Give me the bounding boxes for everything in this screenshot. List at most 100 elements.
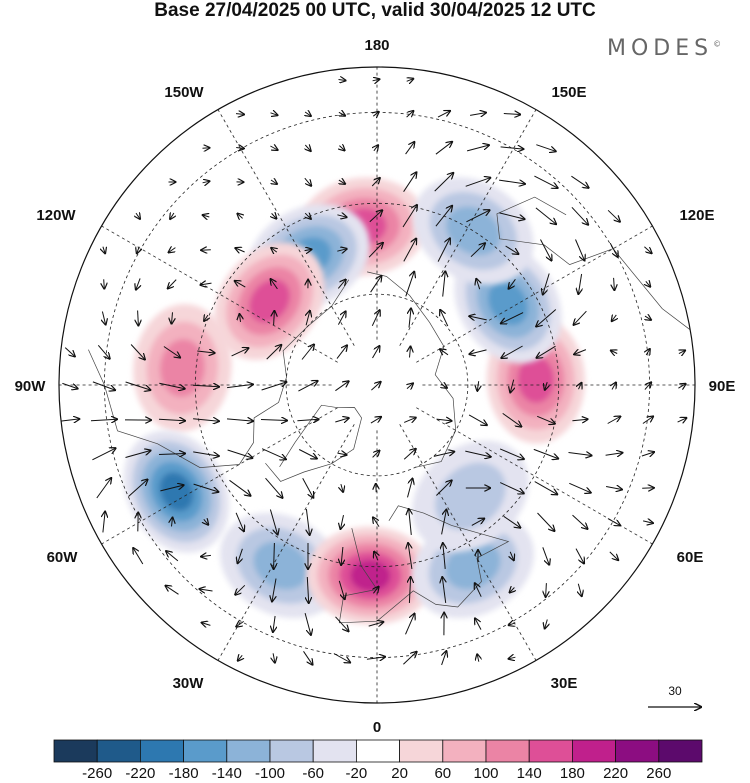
wind-vector-196 bbox=[204, 519, 208, 524]
wind-vector-188 bbox=[499, 482, 524, 494]
wind-vector-169 bbox=[433, 452, 454, 457]
wind-vector-6 bbox=[339, 112, 345, 115]
wind-vector-86 bbox=[138, 310, 139, 326]
wind-vector-247 bbox=[509, 623, 516, 625]
wind-vector-203 bbox=[441, 510, 447, 535]
wind-vector-233 bbox=[442, 577, 445, 603]
wind-vector-171 bbox=[499, 448, 524, 459]
wind-vector-35 bbox=[571, 175, 588, 188]
coastline-4 bbox=[496, 196, 567, 246]
wind-vector-163 bbox=[227, 449, 253, 458]
wind-vector-234 bbox=[475, 583, 482, 597]
wind-vector-18 bbox=[405, 142, 415, 155]
wind-vector-230 bbox=[338, 580, 344, 599]
wind-vector-29 bbox=[371, 178, 380, 187]
wind-vector-63 bbox=[505, 245, 519, 254]
wind-vector-207 bbox=[572, 514, 588, 529]
wind-vector-100 bbox=[612, 315, 617, 321]
colorbar-tick-12: 220 bbox=[603, 765, 628, 782]
wind-vector-212 bbox=[201, 555, 211, 556]
wind-vector-118 bbox=[611, 351, 617, 354]
wind-vector-161 bbox=[158, 454, 185, 455]
wind-vector-95 bbox=[440, 310, 449, 327]
wind-vector-49 bbox=[571, 206, 588, 224]
wind-vector-122 bbox=[92, 381, 115, 390]
wind-vector-129 bbox=[335, 381, 348, 392]
lon-label-30e: 30E bbox=[551, 675, 578, 692]
wind-vector-235 bbox=[510, 588, 515, 593]
wind-vector-127 bbox=[261, 382, 287, 391]
map-border bbox=[58, 66, 696, 704]
wind-vector-13 bbox=[236, 148, 244, 149]
wind-vector-78 bbox=[443, 271, 446, 297]
wind-vector-223 bbox=[575, 548, 584, 564]
wind-vector-84 bbox=[646, 281, 650, 286]
colorbar-tick-10: 140 bbox=[517, 765, 542, 782]
coastline-0 bbox=[88, 279, 350, 468]
wind-vector-58 bbox=[337, 249, 346, 251]
canada-high bbox=[214, 242, 325, 360]
wind-vector-123 bbox=[125, 381, 151, 390]
wind-vector-70 bbox=[168, 279, 177, 289]
wind-vector-90 bbox=[274, 311, 275, 326]
wind-vector-121 bbox=[62, 382, 77, 388]
map-title: Base 27/04/2025 00 UTC, valid 30/04/2025… bbox=[154, 0, 596, 21]
wind-vector-180 bbox=[229, 479, 251, 495]
wind-vector-31 bbox=[434, 173, 454, 192]
wind-vector-126 bbox=[227, 384, 253, 387]
wind-vector-231 bbox=[373, 587, 378, 594]
wind-vector-68 bbox=[104, 279, 105, 288]
wind-vector-183 bbox=[341, 483, 343, 492]
lon-label-0: 0 bbox=[373, 719, 381, 736]
wind-vector-208 bbox=[607, 518, 620, 526]
wind-vector-33 bbox=[499, 180, 525, 184]
wind-vector-42 bbox=[337, 215, 346, 217]
colorbar-bin-3 bbox=[183, 739, 228, 763]
wind-vector-128 bbox=[298, 381, 317, 392]
wind-vector-71 bbox=[201, 283, 212, 285]
colorbar-bin-0 bbox=[53, 739, 98, 763]
colorbar-bin-10 bbox=[485, 739, 530, 763]
wind-vector-252 bbox=[333, 653, 350, 663]
wind-vector-116 bbox=[537, 345, 556, 358]
lon-label-120w: 120W bbox=[36, 207, 76, 224]
wind-vector-108 bbox=[266, 345, 282, 360]
wind-vector-73 bbox=[271, 279, 278, 290]
wind-vector-159 bbox=[92, 448, 115, 461]
wind-vector-165 bbox=[298, 449, 317, 459]
wind-vector-205 bbox=[503, 515, 521, 527]
wind-vector-134 bbox=[510, 379, 513, 393]
wind-vector-9 bbox=[437, 111, 450, 118]
wind-vector-195 bbox=[172, 518, 173, 527]
wind-vector-199 bbox=[306, 509, 309, 535]
coastline-3 bbox=[367, 271, 457, 468]
wind-vector-172 bbox=[533, 448, 558, 458]
wind-vector-110 bbox=[336, 345, 347, 359]
wind-vector-160 bbox=[125, 451, 151, 458]
wind-vector-55 bbox=[235, 248, 245, 252]
wind-vector-185 bbox=[407, 479, 413, 498]
colorbar-bin-13 bbox=[615, 739, 660, 763]
wind-vector-153 bbox=[502, 412, 522, 426]
wind-vector-64 bbox=[540, 239, 552, 261]
wind-vector-32 bbox=[465, 178, 491, 187]
wind-vector-254 bbox=[403, 652, 416, 665]
anomaly-field bbox=[123, 177, 585, 625]
hudson-high bbox=[133, 304, 232, 432]
wind-vector-52 bbox=[137, 247, 139, 254]
wind-vector-62 bbox=[470, 243, 485, 258]
lon-label-60e: 60E bbox=[677, 549, 704, 566]
wind-vector-101 bbox=[645, 316, 651, 320]
wind-vector-173 bbox=[568, 453, 592, 456]
wind-vector-65 bbox=[575, 239, 585, 261]
colorbar-tick-11: 180 bbox=[560, 765, 585, 782]
wind-vector-89 bbox=[240, 314, 241, 322]
wind-vector-246 bbox=[475, 618, 482, 630]
wind-vector-41 bbox=[305, 213, 311, 219]
wind-vector-213 bbox=[238, 548, 243, 563]
lon-label-150e: 150E bbox=[551, 84, 586, 101]
wind-vector-60 bbox=[403, 239, 416, 262]
wind-vector-155 bbox=[572, 419, 587, 421]
wind-vector-102 bbox=[64, 347, 75, 357]
reference-vector-label: 30 bbox=[668, 684, 682, 698]
